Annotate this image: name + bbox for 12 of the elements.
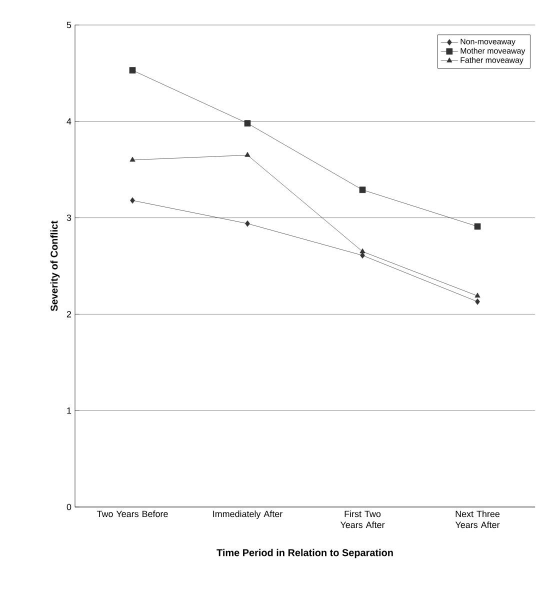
x-tick-label: Immediately After <box>213 510 282 519</box>
y-tick-label: 1 <box>67 408 72 414</box>
y-tick-label: 5 <box>66 22 72 28</box>
x-axis-title: Time Period in Relation to Separation <box>216 548 393 558</box>
x-tick-label: First Two Years After <box>340 510 385 528</box>
y-tick-label: 4 <box>66 118 72 124</box>
y-tick-label: 0 <box>66 504 72 510</box>
y-axis-title: Severity of Conflict <box>50 220 60 312</box>
y-tick-label: 3 <box>66 214 72 221</box>
x-tick-label: Two Years Before <box>96 510 168 518</box>
x-tick-label: Next Three Years After <box>455 510 500 528</box>
y-tick-label: 2 <box>66 311 72 318</box>
